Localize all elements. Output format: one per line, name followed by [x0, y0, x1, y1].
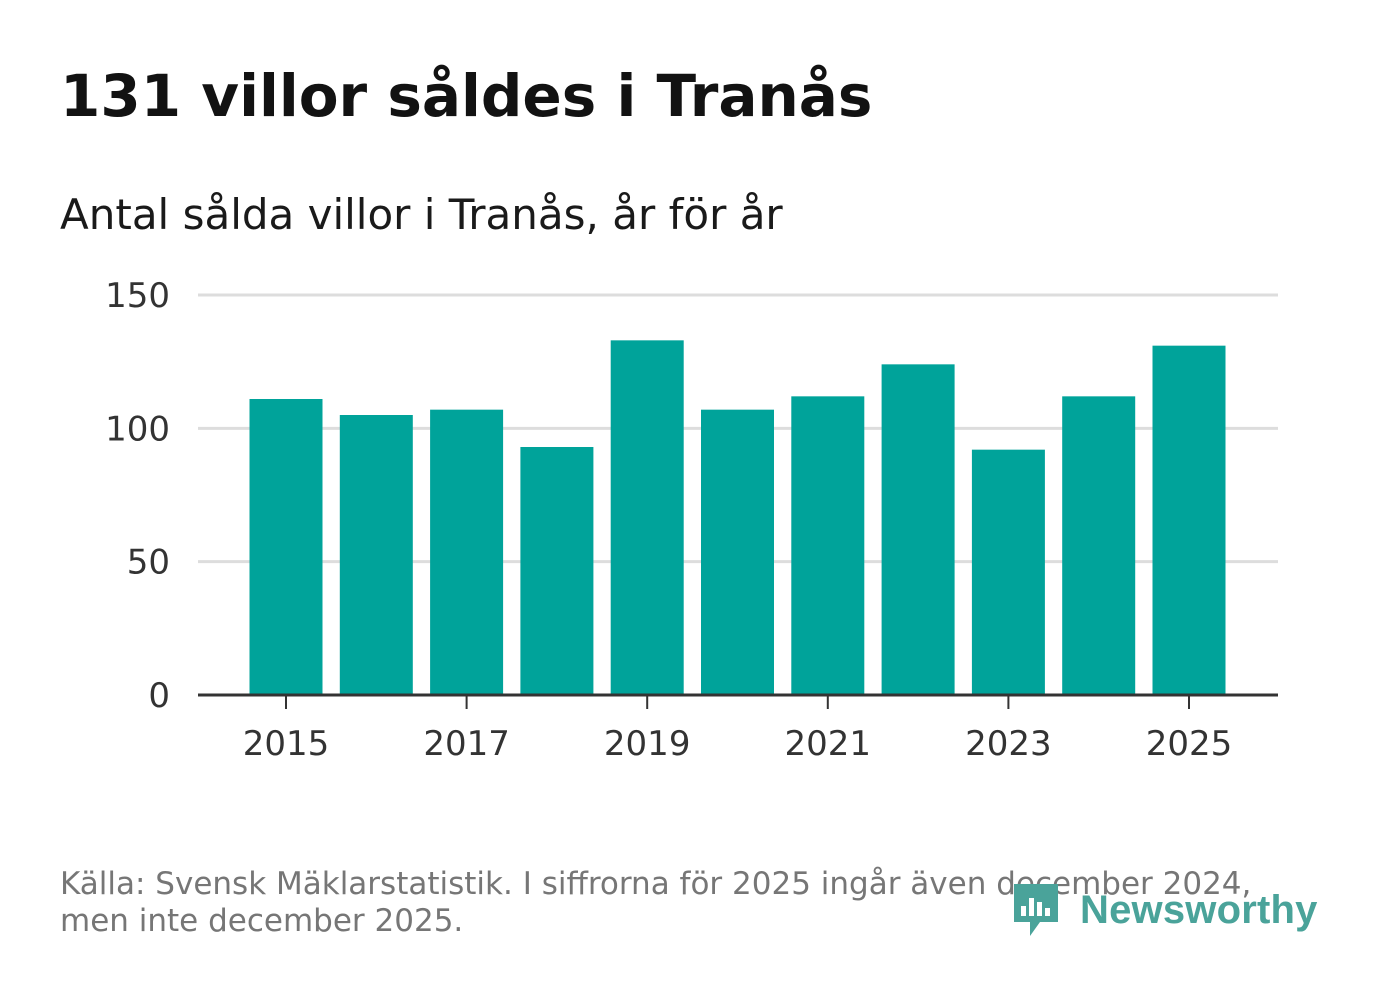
y-tick-label-50: 50 [127, 543, 170, 583]
bar-2022 [881, 364, 955, 695]
x-tick-label-2025: 2025 [1146, 724, 1233, 764]
bar-2019 [610, 340, 684, 695]
newsworthy-logo-icon [1014, 884, 1058, 936]
x-tick-label-2019: 2019 [604, 724, 691, 764]
bar-2016 [339, 415, 413, 695]
x-tick-label-2017: 2017 [423, 724, 510, 764]
y-tick-label-0: 0 [148, 676, 170, 716]
bar-2017 [430, 409, 504, 695]
bar-2025 [1152, 345, 1226, 695]
bar-2015 [249, 399, 323, 695]
bar-2021 [791, 396, 865, 695]
x-tick-label-2021: 2021 [785, 724, 872, 764]
y-tick-label-150: 150 [105, 276, 170, 316]
newsworthy-logo-text: Newsworthy [1080, 887, 1318, 932]
x-tick-label-2015: 2015 [243, 724, 330, 764]
x-tick-label-2023: 2023 [965, 724, 1052, 764]
chart-title: 131 villor såldes i Tranås [60, 62, 873, 130]
bar-2023 [971, 449, 1045, 695]
source-note-line-2: men inte december 2025. [60, 903, 464, 939]
y-tick-label-100: 100 [105, 409, 170, 449]
newsworthy-logo: Newsworthy [1010, 880, 1318, 940]
bar-2018 [520, 447, 594, 695]
bar-2020 [701, 409, 774, 695]
bar-2024 [1062, 396, 1136, 695]
chart-subtitle: Antal sålda villor i Tranås, år för år [60, 190, 783, 239]
